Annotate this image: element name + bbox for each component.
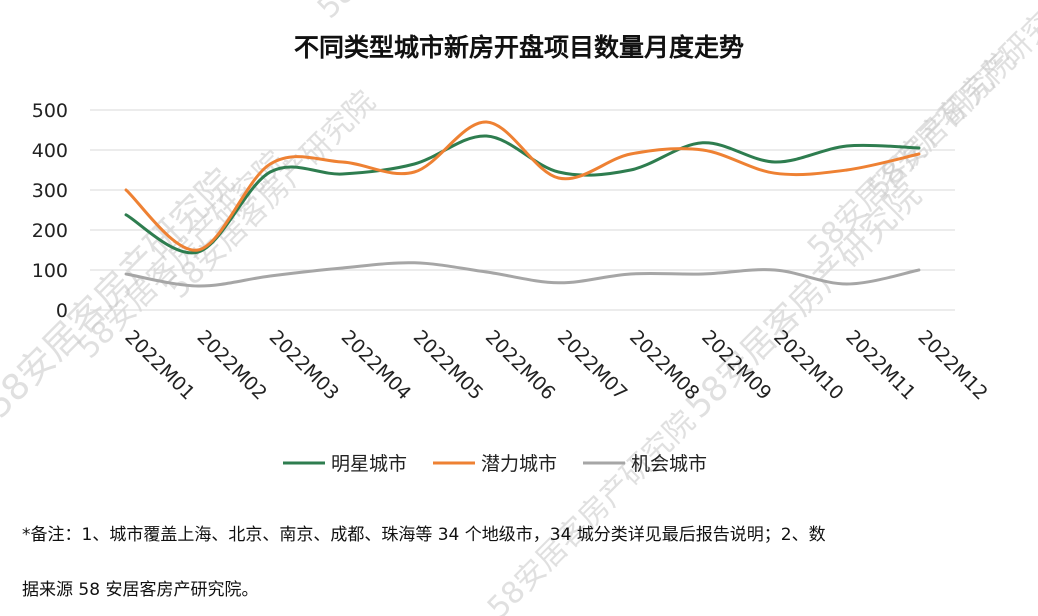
legend-label: 机会城市 (631, 453, 707, 475)
grid (90, 109, 955, 311)
y-axis: 0 100 200 300 400 500 (32, 100, 68, 322)
x-tick-label: 2022M08 (625, 326, 703, 404)
watermark-text: 58安居客房产研究院 (71, 144, 292, 365)
series-line-2 (124, 120, 921, 252)
y-tick-label: 0 (56, 300, 68, 322)
x-tick-label: 2022M04 (337, 326, 415, 404)
x-tick-label: 2022M01 (121, 326, 199, 404)
y-tick-label: 400 (32, 140, 68, 162)
legend-label: 明星城市 (331, 453, 407, 475)
y-tick-label: 200 (32, 220, 68, 242)
footnote-line-1: *备注：1、城市覆盖上海、北京、南京、成都、珠海等 34 个地级市，34 城分类… (22, 525, 826, 545)
y-tick-label: 300 (32, 180, 68, 202)
series-line-1 (124, 134, 921, 255)
y-tick-label: 500 (32, 100, 68, 122)
x-axis: 2022M012022M022022M032022M042022M052022M… (121, 326, 992, 404)
series-line-3 (124, 261, 921, 288)
x-tick-label: 2022M12 (913, 326, 991, 404)
chart-title: 不同类型城市新房开盘项目数量月度走势 (294, 33, 744, 62)
y-tick-label: 100 (32, 260, 68, 282)
x-tick-label: 2022M05 (409, 326, 487, 404)
x-tick-label: 2022M03 (265, 326, 343, 404)
x-tick-label: 2022M02 (193, 326, 271, 404)
x-tick-label: 2022M07 (553, 326, 631, 404)
series-layer (124, 120, 921, 288)
watermark-text: 58安居客房产研究院 (311, 0, 532, 26)
x-tick-label: 2022M11 (841, 326, 919, 404)
legend: 明星城市 潜力城市 机会城市 (283, 453, 707, 475)
x-tick-label: 2022M06 (481, 326, 559, 404)
x-tick-label: 2022M10 (769, 326, 847, 404)
legend-label: 潜力城市 (481, 453, 557, 475)
footnote-line-2: 据来源 58 安居客房产研究院。 (22, 580, 259, 600)
